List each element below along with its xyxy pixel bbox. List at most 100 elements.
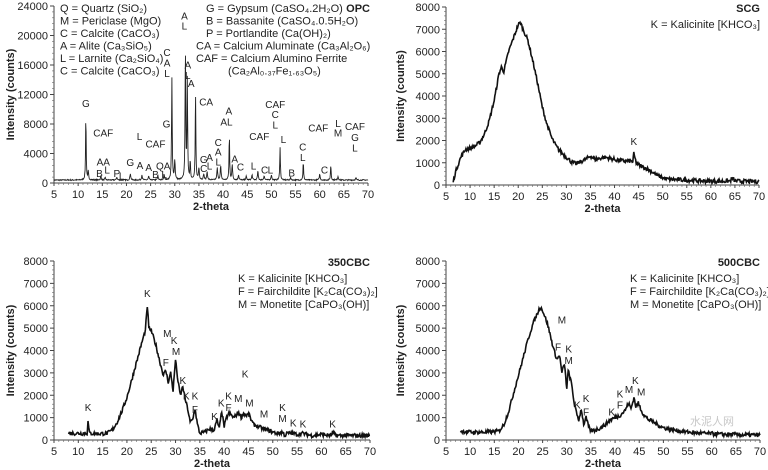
x-tick-label: 40 xyxy=(608,191,620,203)
legend-entry: F = Fairchildite [K₂Ca(CO₃)₂] xyxy=(238,286,378,298)
x-tick-label: 30 xyxy=(561,446,573,458)
y-tick-label: 4000 xyxy=(24,346,48,358)
peak-label: F xyxy=(617,401,623,412)
peak-label: A xyxy=(226,106,233,117)
peak-label: M xyxy=(260,410,268,421)
peak-label: A xyxy=(137,161,144,172)
legend-entry: Q = Quartz (SiO₂) xyxy=(60,3,147,15)
peak-label: A xyxy=(231,154,238,165)
peak-label: L xyxy=(281,135,287,146)
x-tick-label: 40 xyxy=(218,446,230,458)
peak-label: A xyxy=(215,148,222,159)
x-tick-label: 20 xyxy=(512,446,524,458)
y-tick-label: 12000 xyxy=(17,90,48,102)
x-tick-label: 25 xyxy=(144,189,156,201)
panel-title: SCG xyxy=(736,3,760,15)
y-axis-label: Intensity (counts) xyxy=(5,48,17,140)
y-tick-label: 3000 xyxy=(416,113,440,125)
xrd-trace xyxy=(452,20,760,186)
peak-label: F xyxy=(163,358,169,369)
x-tick-label: 45 xyxy=(633,446,645,458)
y-tick-label: 0 xyxy=(434,435,440,447)
peak-label: M xyxy=(637,387,645,398)
xrd-trace xyxy=(53,55,369,182)
peak-label: CAF xyxy=(249,132,269,143)
y-tick-label: 7000 xyxy=(416,24,440,36)
peak-label: K xyxy=(608,407,615,418)
y-tick-label: 7000 xyxy=(24,278,48,290)
peak-label: L xyxy=(164,69,170,80)
x-tick-label: 35 xyxy=(585,446,597,458)
peak-label: C xyxy=(163,48,170,59)
peak-label: K xyxy=(211,412,218,423)
y-tick-label: 1000 xyxy=(416,413,440,425)
watermark: 水泥人网 xyxy=(690,415,734,428)
y-tick-label: 6000 xyxy=(416,301,440,313)
peak-label: L xyxy=(215,157,221,168)
peak-label: CAF xyxy=(345,122,365,133)
legend-entry: M = Periclase (MgO) xyxy=(60,16,161,28)
x-tick-label: 70 xyxy=(362,189,374,201)
legend-entry: K = Kalicinite [KHCO₃] xyxy=(651,19,760,31)
panel-title: 350CBC xyxy=(328,257,370,269)
x-tick-label: 55 xyxy=(681,191,693,203)
peak-label: K xyxy=(144,289,151,300)
peak-label: G xyxy=(200,155,208,166)
y-tick-label: 4000 xyxy=(416,91,440,103)
peak-label: A xyxy=(181,11,188,22)
peak-label: AL xyxy=(220,117,233,128)
y-tick-label: 24000 xyxy=(17,1,48,13)
peak-label: L xyxy=(251,162,257,173)
x-tick-label: 35 xyxy=(584,191,596,203)
x-tick-label: 60 xyxy=(705,191,717,203)
peak-label: M xyxy=(172,347,180,358)
y-tick-label: 8000 xyxy=(24,256,48,268)
peak-label: K xyxy=(329,420,336,431)
y-tick-label: 7000 xyxy=(416,278,440,290)
peak-label: K xyxy=(192,392,199,403)
x-axis-label: 2-theta xyxy=(193,201,230,213)
peak-label: A xyxy=(206,153,213,164)
legend-entry: B = Bassanite (CaSO₄.0.5H₂O) xyxy=(206,16,358,28)
y-tick-label: 2000 xyxy=(416,136,440,148)
peak-label: G xyxy=(82,99,90,110)
x-tick-label: 65 xyxy=(730,446,742,458)
peak-label: A xyxy=(145,163,152,174)
legend-entry: F = Fairchildite [K₂Ca(CO₃)₂] xyxy=(630,286,768,298)
peak-label: K xyxy=(300,420,307,431)
x-tick-label: 50 xyxy=(265,189,277,201)
x-tick-label: 5 xyxy=(51,189,57,201)
peak-label: CAF xyxy=(145,140,165,151)
peak-label: C xyxy=(272,110,279,121)
x-tick-label: 25 xyxy=(145,446,157,458)
x-tick-label: 5 xyxy=(443,191,449,203)
y-tick-label: 8000 xyxy=(24,119,48,131)
peak-label: K xyxy=(183,392,190,403)
x-tick-label: 45 xyxy=(632,191,644,203)
y-tick-label: 5000 xyxy=(24,323,48,335)
peak-label: M xyxy=(625,385,633,396)
peak-label: L xyxy=(104,165,110,176)
panel-title: 500CBC xyxy=(718,257,760,269)
legend-entry: (Ca₂Al₀.₃₇Fe₁.₆₃O₅) xyxy=(228,66,321,78)
peak-label: AA xyxy=(97,157,111,168)
peak-label: K xyxy=(290,419,297,430)
peak-label: K xyxy=(218,398,225,409)
x-axis-label: 2-theta xyxy=(585,458,622,470)
x-tick-label: 30 xyxy=(169,446,181,458)
x-axis-label: 2-theta xyxy=(194,458,231,470)
y-tick-label: 5000 xyxy=(416,69,440,81)
y-axis-label: Intensity (counts) xyxy=(395,50,407,142)
peak-label: A xyxy=(164,58,171,69)
peak-label: K xyxy=(565,345,572,356)
peak-label: G xyxy=(126,158,134,169)
x-tick-label: 70 xyxy=(364,446,376,458)
x-tick-label: 60 xyxy=(314,189,326,201)
y-tick-label: 0 xyxy=(434,180,440,192)
xrd-trace xyxy=(459,305,761,440)
peak-label: CAF xyxy=(308,123,328,134)
peak-label: L xyxy=(161,170,167,181)
legend-entry: CA = Calcium Aluminate (Ca₃Al₂O₆) xyxy=(196,41,370,53)
legend-entry: L = Larnite (Ca₂SiO₄) xyxy=(60,53,163,65)
peak-label: M xyxy=(234,394,242,405)
